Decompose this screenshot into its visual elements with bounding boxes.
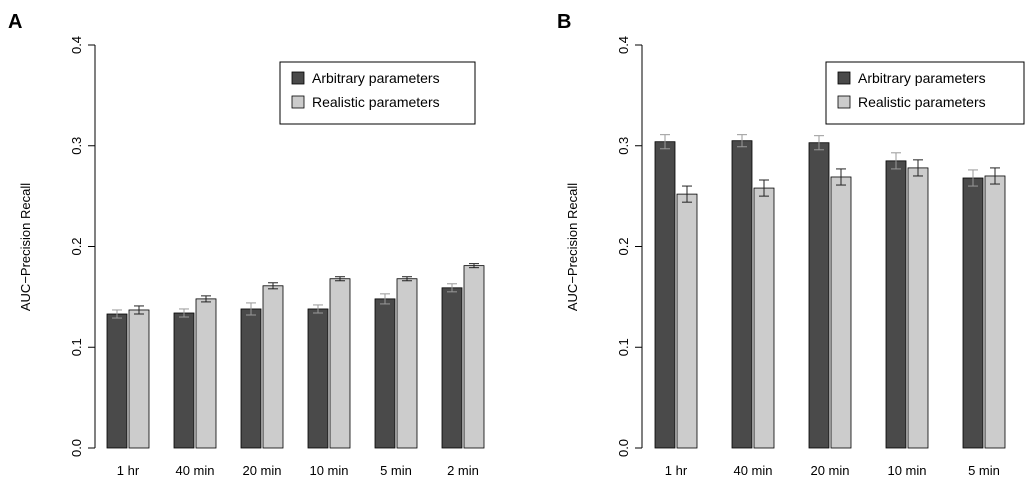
x-tick-label-b-3: 10 min <box>887 463 926 478</box>
error-bar-b-s1-0 <box>682 185 692 203</box>
error-bar-a-s0-4 <box>380 293 390 305</box>
bar-a-s0-5 <box>441 287 463 449</box>
x-tick-labels-a: 1 hr 40 min 20 min 10 min 5 min 2 min <box>117 463 479 478</box>
legend-label-b-1: Realistic parameters <box>858 94 986 110</box>
error-bar-b-s1-4 <box>990 167 1000 185</box>
bar-b-s0-4 <box>962 177 984 449</box>
bar-b-s0-0 <box>654 141 676 449</box>
bar-a-s1-3 <box>329 278 351 449</box>
x-tick-label-a-2: 20 min <box>242 463 281 478</box>
y-tick-label-b-0: 0.0 <box>616 439 631 457</box>
error-bar-b-s0-4 <box>968 169 978 187</box>
bar-b-s1-3 <box>907 167 929 449</box>
legend-a: Arbitrary parameters Realistic parameter… <box>279 61 476 125</box>
y-tick-label-a-3: 0.3 <box>69 137 84 155</box>
legend-b: Arbitrary parameters Realistic parameter… <box>825 61 1025 125</box>
bar-b-s1-4 <box>984 175 1006 449</box>
panel-letter-a: A <box>8 11 22 33</box>
x-tick-label-b-4: 5 min <box>968 463 1000 478</box>
error-bar-b-s0-3 <box>891 152 901 170</box>
y-tick-label-a-4: 0.4 <box>69 36 84 54</box>
bar-b-s0-2 <box>808 142 830 449</box>
bar-b-s0-1 <box>731 140 753 449</box>
y-axis-b: 0.0 0.1 0.2 0.3 0.4 <box>616 36 643 457</box>
error-bar-a-s1-1 <box>201 295 211 303</box>
legend-swatch-a-1 <box>291 95 305 109</box>
error-bar-a-s1-4 <box>402 276 412 282</box>
error-bars-b <box>660 134 1000 203</box>
bar-a-s0-2 <box>240 308 262 449</box>
panel-letter-b: B <box>557 11 571 33</box>
error-bar-a-s0-0 <box>112 309 122 319</box>
y-axis-a: 0.0 0.1 0.2 0.3 0.4 <box>69 36 96 457</box>
x-tick-label-b-0: 1 hr <box>665 463 688 478</box>
error-bar-a-s0-2 <box>246 302 256 316</box>
error-bar-b-s1-2 <box>836 168 846 186</box>
x-tick-label-a-1: 40 min <box>175 463 214 478</box>
x-tick-label-a-3: 10 min <box>309 463 348 478</box>
y-tick-label-a-2: 0.2 <box>69 237 84 255</box>
y-axis-title-b: AUC−Precision Recall <box>565 183 580 311</box>
y-tick-label-b-2: 0.2 <box>616 237 631 255</box>
bar-b-s0-3 <box>885 160 907 449</box>
error-bar-a-s0-3 <box>313 304 323 314</box>
x-tick-label-a-4: 5 min <box>380 463 412 478</box>
bar-a-s0-0 <box>106 313 128 449</box>
legend-label-a-1: Realistic parameters <box>312 94 440 110</box>
error-bar-a-s1-3 <box>335 276 345 282</box>
bar-b-s1-2 <box>830 176 852 449</box>
bar-a-s0-3 <box>307 308 329 449</box>
error-bar-a-s1-0 <box>134 305 144 315</box>
legend-box-a <box>279 61 476 125</box>
bar-b-s1-0 <box>676 193 698 449</box>
legend-box-b <box>825 61 1025 125</box>
y-tick-label-a-0: 0.0 <box>69 439 84 457</box>
y-tick-label-b-4: 0.4 <box>616 36 631 54</box>
bar-a-s1-5 <box>463 265 485 449</box>
y-tick-label-b-3: 0.3 <box>616 137 631 155</box>
legend-swatch-b-1 <box>837 95 851 109</box>
x-tick-label-b-2: 20 min <box>810 463 849 478</box>
legend-label-b-0: Arbitrary parameters <box>858 70 986 86</box>
error-bar-b-s1-3 <box>913 159 923 177</box>
y-tick-label-a-1: 0.1 <box>69 338 84 356</box>
error-bars-a <box>112 263 479 319</box>
bar-a-s1-4 <box>396 278 418 449</box>
bars-a <box>106 265 485 449</box>
bar-a-s1-1 <box>195 298 217 449</box>
error-bar-b-s0-2 <box>814 135 824 151</box>
error-bar-b-s0-0 <box>660 134 670 150</box>
bars-b <box>654 140 1006 449</box>
legend-swatch-b-0 <box>837 71 851 85</box>
bar-a-s1-0 <box>128 309 150 449</box>
panel-a: A 0.0 0.1 0.2 0.3 0.4 1 hr 40 min 20 min 10 min… <box>8 11 485 478</box>
error-bar-a-s0-1 <box>179 308 189 318</box>
bar-a-s1-2 <box>262 285 284 449</box>
error-bar-a-s0-5 <box>447 283 457 293</box>
x-tick-label-a-5: 2 min <box>447 463 479 478</box>
error-bar-a-s1-2 <box>268 282 278 290</box>
legend-swatch-a-0 <box>291 71 305 85</box>
error-bar-b-s1-1 <box>759 179 769 197</box>
x-tick-label-a-0: 1 hr <box>117 463 140 478</box>
bar-b-s1-1 <box>753 187 775 449</box>
panel-b: B 0.0 0.1 0.2 0.3 0.4 1 hr 40 min 20 min 10 min… <box>557 11 1025 478</box>
bar-a-s0-1 <box>173 312 195 449</box>
bar-a-s0-4 <box>374 298 396 449</box>
x-tick-label-b-1: 40 min <box>733 463 772 478</box>
error-bar-a-s1-5 <box>469 263 479 269</box>
error-bar-b-s0-1 <box>737 134 747 148</box>
y-tick-label-b-1: 0.1 <box>616 338 631 356</box>
y-axis-title-a: AUC−Precision Recall <box>18 183 33 311</box>
legend-label-a-0: Arbitrary parameters <box>312 70 440 86</box>
